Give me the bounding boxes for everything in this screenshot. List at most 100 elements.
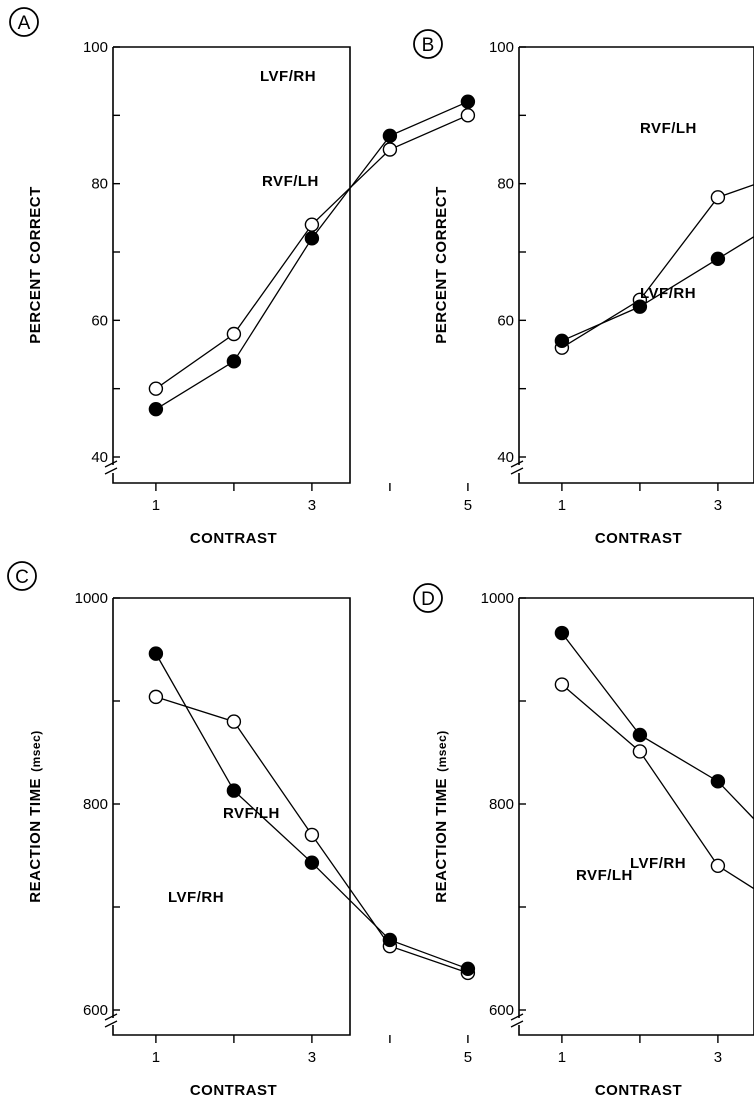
data-point-lvf-rh [632, 299, 648, 314]
x-axis-title: CONTRAST [190, 530, 277, 547]
x-axis-title: CONTRAST [190, 1082, 277, 1099]
y-tick-label: 80 [497, 176, 514, 193]
data-point-lvf-rh [632, 727, 648, 743]
data-point-lvf-rh [460, 94, 476, 109]
x-tick-label: 1 [558, 1049, 566, 1066]
y-tick-label: 1000 [75, 590, 108, 607]
series-label: RVF/LH [640, 120, 697, 137]
y-tick-label: 1000 [481, 590, 514, 607]
series-label: RVF/LH [223, 805, 280, 822]
axis-break-mark [104, 467, 118, 475]
data-point-lvf-rh [304, 231, 320, 246]
axis-break-mark [104, 460, 118, 468]
x-tick-label: 3 [714, 497, 722, 514]
series-line-lvf-rh [561, 235, 754, 342]
series-label: LVF/RH [260, 68, 316, 85]
y-tick-label: 40 [497, 449, 514, 466]
series-line-lvf-rh [155, 653, 469, 970]
data-point-rvf-lh [226, 714, 242, 729]
series-line-rvf-lh [155, 114, 469, 390]
y-axis-title: REACTION TIME(msec) [27, 730, 44, 903]
series-label: RVF/LH [262, 173, 319, 190]
panel-letter: C [15, 567, 29, 588]
data-point-lvf-rh [710, 251, 726, 267]
data-point-lvf-rh [226, 783, 242, 798]
axes-frame [518, 597, 754, 1036]
series-label: LVF/RH [168, 889, 224, 906]
axis-break-mark [510, 1020, 524, 1028]
chart-panel-b: B 40 60 80 100 1 3 5 CONTRAST PERCENT CORRECT RVF/… [413, 29, 754, 547]
data-point-rvf-lh [148, 381, 164, 396]
data-point-lvf-rh [554, 333, 570, 349]
series-line-rvf-lh [561, 183, 754, 349]
data-point-lvf-rh [148, 401, 164, 417]
data-point-rvf-lh [304, 827, 320, 843]
axes-frame [112, 597, 351, 1036]
data-point-rvf-lh [148, 689, 164, 705]
data-point-rvf-lh [460, 108, 476, 123]
y-tick-label: 800 [83, 796, 108, 813]
x-tick-label: 1 [152, 497, 160, 514]
data-point-rvf-lh [710, 190, 726, 205]
axis-break-mark [510, 1013, 524, 1021]
panel-letter-circle [9, 7, 39, 37]
x-tick-label: 1 [558, 497, 566, 514]
series-label: LVF/RH [630, 855, 686, 872]
data-point-lvf-rh [710, 774, 726, 789]
axis-break-mark [510, 460, 524, 468]
axes-frame [112, 46, 351, 484]
panel-letter-circle [413, 29, 443, 59]
data-point-lvf-rh [382, 932, 398, 948]
x-axis-title: CONTRAST [595, 1082, 682, 1099]
series-label: LVF/RH [640, 285, 696, 302]
x-tick-label: 1 [152, 1049, 160, 1066]
series-line-lvf-rh [155, 101, 469, 410]
chart-panel-c: C 600 800 1000 1 3 5 CONTRAST REACTION TIME(msec… [7, 561, 476, 1099]
data-point-rvf-lh [226, 326, 242, 342]
data-point-lvf-rh [226, 354, 242, 369]
series-label: RVF/LH [576, 867, 633, 884]
data-point-lvf-rh [554, 625, 570, 641]
x-axis-title: CONTRAST [595, 530, 682, 547]
x-tick-label: 5 [464, 1049, 472, 1066]
y-axis-title: REACTION TIME(msec) [433, 730, 450, 903]
chart-panel-a: A 40 60 80 100 1 3 5 CONTRAST PERCENT CORRECT LVF/… [9, 7, 476, 547]
data-point-lvf-rh [460, 961, 476, 976]
panel-letter: A [18, 13, 31, 34]
axes-frame [518, 46, 754, 484]
chart-panel-d: D 600 800 1000 1 3 5 CONTRAST REACTION TIME(msec… [413, 583, 754, 1099]
series-line-lvf-rh [561, 632, 754, 820]
x-tick-label: 5 [464, 497, 472, 514]
series-line-rvf-lh [561, 684, 754, 890]
x-tick-label: 3 [714, 1049, 722, 1066]
x-tick-label: 3 [308, 497, 316, 514]
y-tick-label: 800 [489, 796, 514, 813]
axis-break-mark [104, 1013, 118, 1021]
y-axis-title: PERCENT CORRECT [433, 186, 450, 344]
y-tick-label: 60 [497, 312, 514, 329]
y-tick-label: 40 [91, 449, 108, 466]
panel-letter-circle [413, 583, 443, 613]
y-tick-label: 100 [489, 39, 514, 56]
data-point-rvf-lh [554, 677, 570, 692]
data-point-rvf-lh [710, 858, 726, 873]
panel-letter: B [422, 35, 435, 56]
data-point-lvf-rh [304, 855, 320, 870]
axis-break-mark [104, 1020, 118, 1028]
y-tick-label: 60 [91, 312, 108, 329]
data-point-rvf-lh [632, 744, 648, 759]
data-point-lvf-rh [382, 128, 398, 144]
x-tick-label: 3 [308, 1049, 316, 1066]
axis-break-mark [510, 467, 524, 475]
y-tick-label: 600 [489, 1002, 514, 1019]
panel-letter-circle [7, 561, 37, 591]
data-point-rvf-lh [304, 217, 320, 232]
y-tick-label: 80 [91, 176, 108, 193]
y-tick-label: 600 [83, 1002, 108, 1019]
data-point-rvf-lh [382, 142, 398, 157]
y-axis-title: PERCENT CORRECT [27, 186, 44, 344]
panel-letter: D [421, 589, 435, 610]
data-point-lvf-rh [148, 646, 164, 661]
y-tick-label: 100 [83, 39, 108, 56]
